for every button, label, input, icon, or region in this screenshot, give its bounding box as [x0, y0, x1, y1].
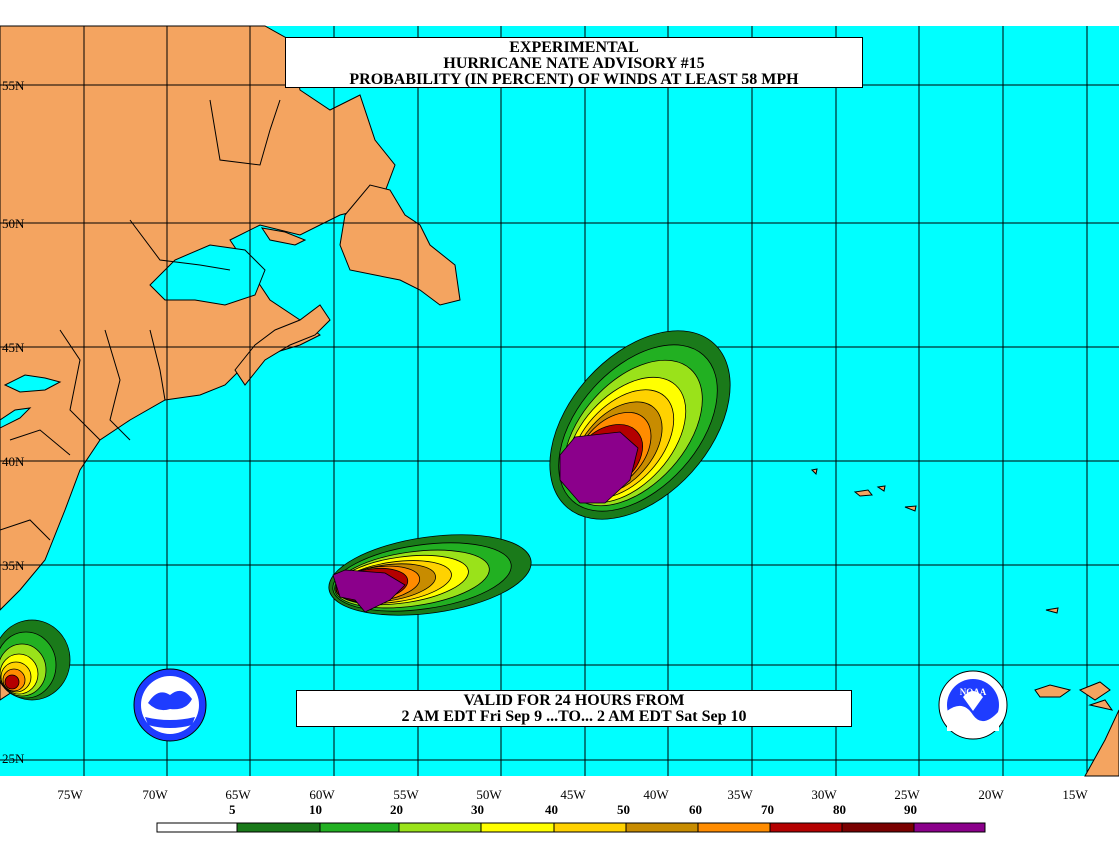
longitude-label: 50W — [476, 787, 502, 802]
contour-80 — [4, 674, 20, 690]
land-anticosti — [260, 227, 307, 246]
latitude-labels: 55N 50N 45N 40N 35N 25N — [2, 78, 25, 766]
latitude-label: 55N — [2, 78, 25, 93]
land-africa-corner — [1084, 709, 1119, 777]
legend-swatch — [625, 822, 699, 833]
legend-swatch — [156, 822, 238, 833]
land-nova-scotia — [234, 304, 331, 386]
noaa-logo-text: NOAA — [960, 687, 987, 697]
latitude-label: 35N — [2, 558, 25, 573]
land-north-america — [0, 25, 396, 611]
legend-label: 10 — [309, 802, 322, 817]
latitude-label: 40N — [2, 454, 25, 469]
valid-line-1: VALID FOR 24 HOURS FROM — [463, 692, 685, 709]
legend-label: 80 — [833, 802, 846, 817]
valid-period-box: VALID FOR 24 HOURS FROM 2 AM EDT Fri Sep… — [296, 690, 852, 727]
longitude-label: 55W — [393, 787, 419, 802]
lake-ontario — [3, 374, 62, 393]
title-box: EXPERIMENTAL HURRICANE NATE ADVISORY #15… — [285, 37, 863, 88]
legend-swatch — [697, 822, 771, 833]
legend-swatch — [398, 822, 482, 833]
land-newfoundland — [339, 184, 461, 306]
latitude-label: 50N — [2, 216, 25, 231]
legend-label: 60 — [689, 802, 702, 817]
legend-swatch — [236, 822, 321, 833]
probability-swath-west — [0, 619, 71, 701]
noaa-logo: NOAA — [938, 670, 1008, 740]
legend-label: 90 — [904, 802, 917, 817]
longitude-label: 30W — [811, 787, 837, 802]
contour-max — [332, 569, 406, 613]
legend-swatch — [319, 822, 400, 833]
legend-swatch — [913, 822, 986, 833]
valid-line-2: 2 AM EDT Fri Sep 9 ...TO... 2 AM EDT Sat… — [401, 708, 747, 725]
longitude-label: 65W — [225, 787, 251, 802]
legend-swatch — [841, 822, 915, 833]
islands — [810, 468, 1114, 711]
political-borders — [0, 99, 281, 541]
lake-erie — [0, 407, 32, 429]
legend-swatch — [553, 822, 627, 833]
longitude-label: 40W — [643, 787, 669, 802]
legend-swatch — [480, 822, 555, 833]
longitude-label: 20W — [978, 787, 1004, 802]
probability-swath-middle — [328, 534, 532, 616]
latitude-label: 45N — [2, 340, 25, 355]
longitude-label: 70W — [142, 787, 168, 802]
legend-label: 50 — [617, 802, 630, 817]
contour-max — [559, 431, 639, 504]
longitude-label: 60W — [309, 787, 335, 802]
great-lakes — [0, 244, 266, 429]
longitude-label: 75W — [57, 787, 83, 802]
longitude-label: 25W — [894, 787, 920, 802]
legend-label: 40 — [545, 802, 558, 817]
longitude-label: 15W — [1062, 787, 1088, 802]
probability-swath-nate-east — [549, 330, 731, 520]
gulf-st-lawrence — [149, 244, 266, 306]
legend-color-bar — [156, 822, 986, 833]
legend-label: 5 — [229, 802, 236, 817]
legend-label: 30 — [471, 802, 484, 817]
latitude-label: 25N — [2, 751, 25, 766]
legend-label: 70 — [761, 802, 774, 817]
legend-swatch — [769, 822, 843, 833]
title-line-3: PROBABILITY (IN PERCENT) OF WINDS AT LEA… — [349, 71, 799, 88]
longitude-label: 35W — [727, 787, 753, 802]
title-line-2: HURRICANE NATE ADVISORY #15 — [443, 55, 705, 72]
national-weather-service-logo — [133, 668, 207, 742]
longitude-label: 45W — [560, 787, 586, 802]
title-line-1: EXPERIMENTAL — [509, 39, 639, 56]
longitude-labels: 75W 70W 65W 60W 55W 50W 45W 40W 35W 30W 25W 20W 15W — [57, 787, 1088, 802]
legend-label: 20 — [390, 802, 403, 817]
